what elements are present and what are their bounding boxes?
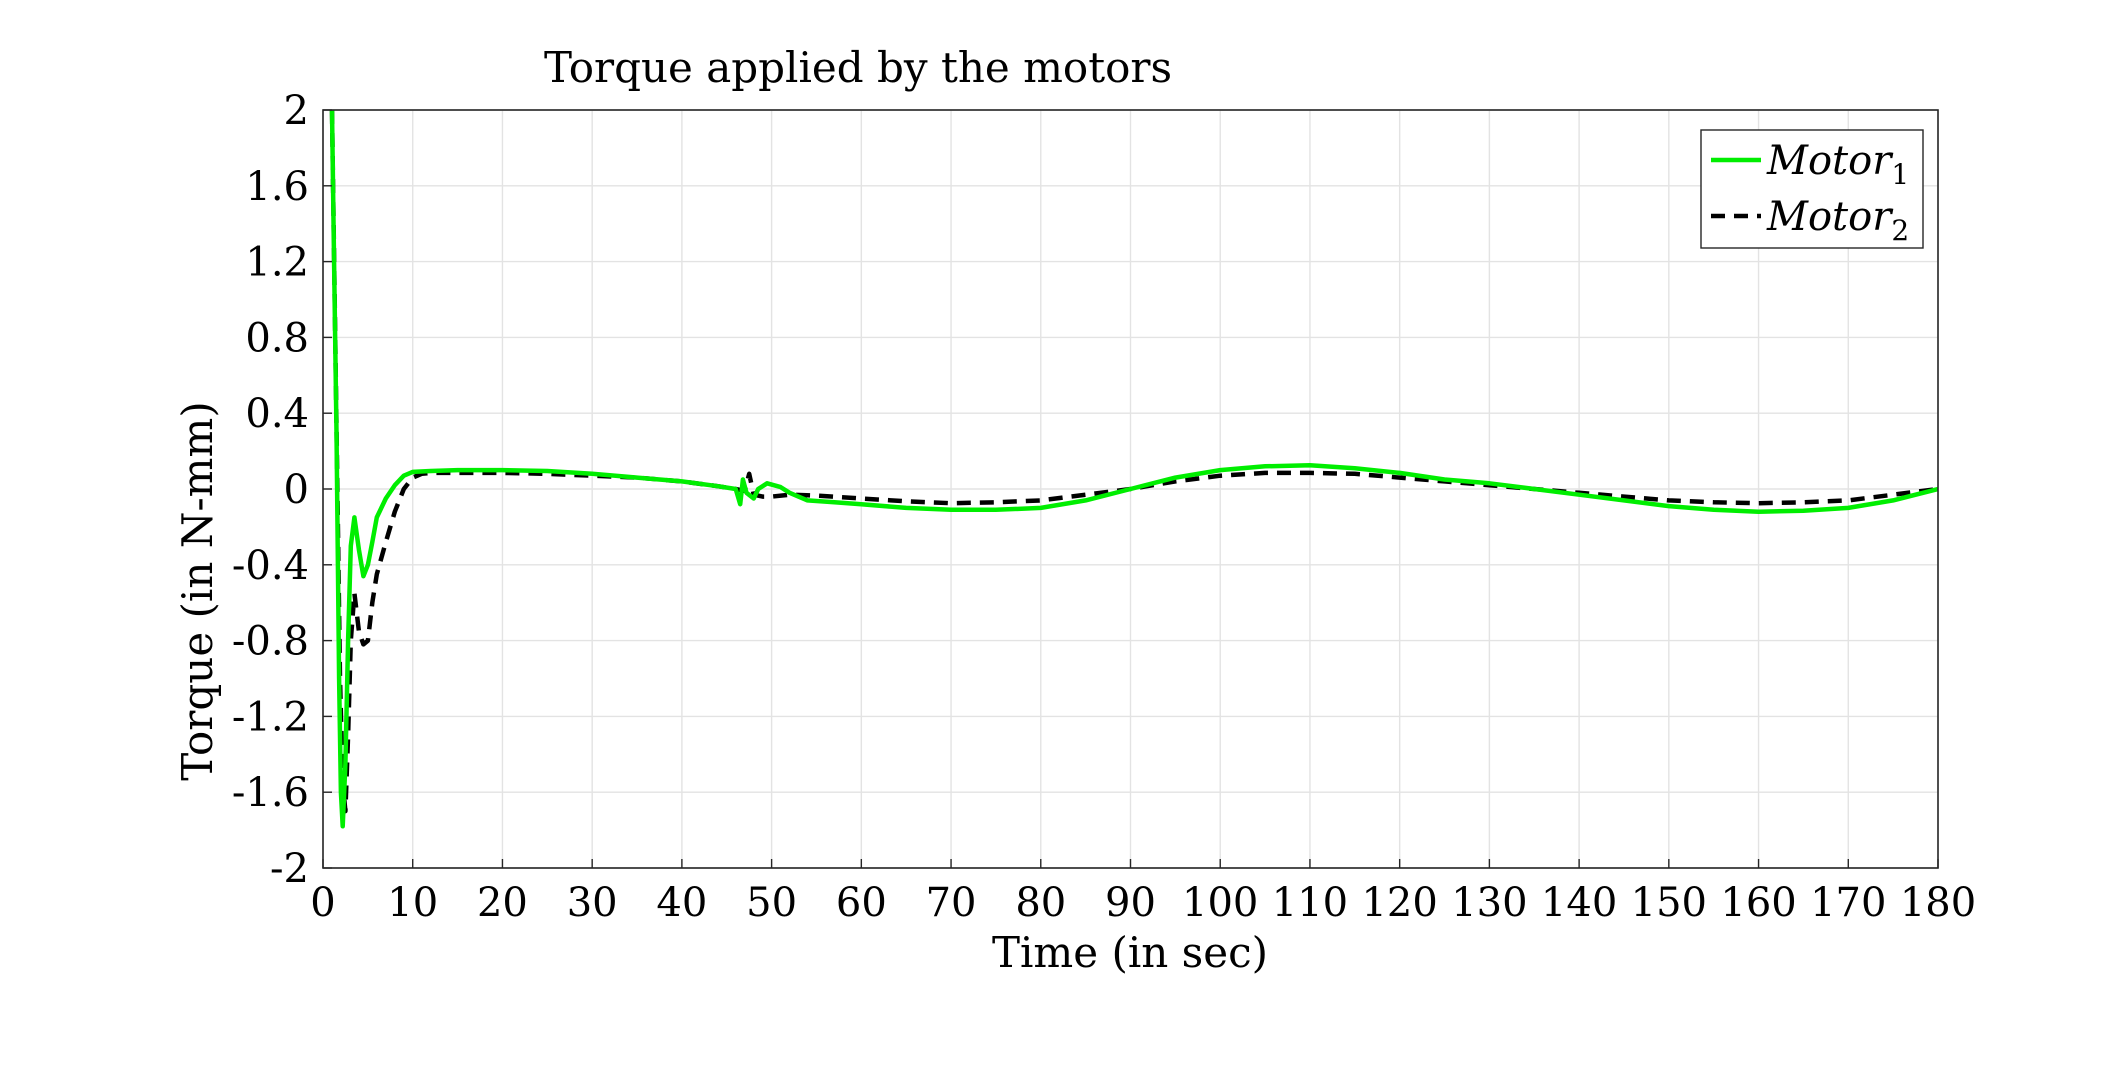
legend-series-name: Motor: [1766, 138, 1894, 184]
axis-ticks: 0 10 20 30 40 50 60 70 80 90 100 110 120 130 140 150 160…: [232, 88, 1976, 926]
x-tick-label: 60: [836, 880, 887, 926]
legend-series-subscript: 2: [1891, 214, 1909, 247]
x-tick-label: 90: [1105, 880, 1156, 926]
x-tick-label: 140: [1541, 880, 1617, 926]
x-tick-label: 130: [1451, 880, 1527, 926]
x-tick-label: 150: [1631, 880, 1707, 926]
y-tick-label: 0.8: [245, 315, 309, 361]
x-tick-label: 100: [1182, 880, 1258, 926]
x-tick-label: 110: [1272, 880, 1348, 926]
legend-series-subscript: 1: [1891, 158, 1909, 191]
x-tick-label: 0: [310, 880, 335, 926]
x-tick-label: 10: [387, 880, 438, 926]
x-tick-label: 30: [567, 880, 618, 926]
series-line-motor-2: [329, 110, 1938, 814]
x-axis-label: Time (in sec): [992, 928, 1268, 977]
y-tick-label: -1.2: [232, 694, 309, 740]
x-tick-label: 20: [477, 880, 528, 926]
y-tick-label: 1.6: [245, 164, 309, 210]
legend-label-motor-1: Motor1: [1766, 138, 1909, 191]
chart-title: Torque applied by the motors: [544, 43, 1172, 92]
x-tick-label: 160: [1720, 880, 1796, 926]
y-axis-label: Torque (in N-mm): [173, 401, 222, 780]
series-line-motor-1: [329, 110, 1938, 829]
y-tick-label: -0.4: [232, 543, 309, 589]
y-tick-label: 2: [284, 88, 309, 134]
series-layer: [329, 110, 1938, 829]
y-tick-label: -0.8: [232, 619, 309, 665]
x-tick-label: 80: [1015, 880, 1066, 926]
legend-label-motor-2: Motor2: [1766, 194, 1909, 247]
y-tick-label: -2: [270, 846, 309, 892]
y-tick-label: 0.4: [245, 391, 309, 437]
legend-series-name: Motor: [1766, 194, 1894, 240]
y-tick-label: 0: [284, 467, 309, 513]
legend-box: [1700, 129, 1924, 249]
x-tick-label: 70: [926, 880, 977, 926]
y-tick-label: -1.6: [232, 770, 309, 816]
x-tick-label: 40: [656, 880, 707, 926]
y-tick-label: 1.2: [245, 240, 309, 286]
x-tick-label: 50: [746, 880, 797, 926]
x-tick-label: 180: [1900, 880, 1976, 926]
x-tick-label: 170: [1810, 880, 1886, 926]
x-tick-label: 120: [1361, 880, 1437, 926]
